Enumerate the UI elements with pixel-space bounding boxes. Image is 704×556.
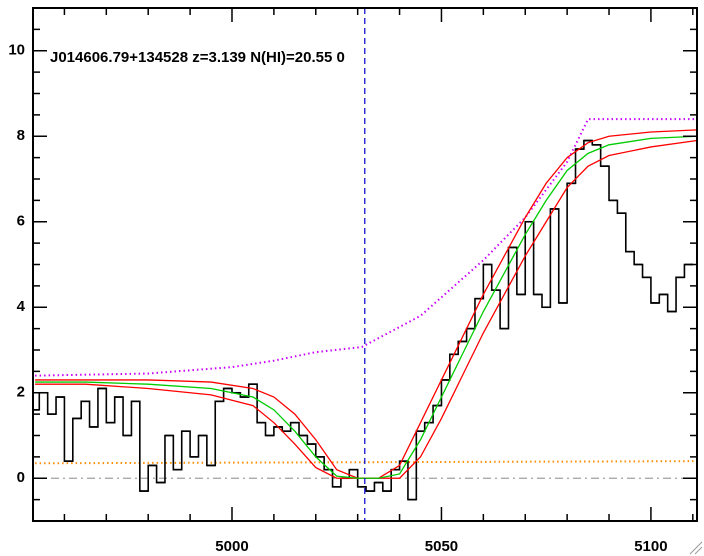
flux-connectors [33,139,693,501]
model-line [35,135,697,479]
x-tick-label: 5050 [425,538,458,555]
model-line [35,129,697,479]
plot-area [33,8,697,521]
x-tick-label: 5100 [634,538,667,555]
y-tick-label: 2 [17,384,25,401]
y-tick-label: 0 [17,469,25,486]
model-line [35,139,697,479]
resize-grip [689,541,703,555]
y-tick-label: 6 [17,213,25,230]
x-tick-label: 5000 [215,538,248,555]
chart-title: J014606.79+134528 z=3.139 N(HI)=20.55 0 [50,49,345,66]
y-tick-label: 10 [8,42,25,59]
y-tick-label: 8 [17,127,25,144]
y-tick-label: 4 [17,298,26,315]
